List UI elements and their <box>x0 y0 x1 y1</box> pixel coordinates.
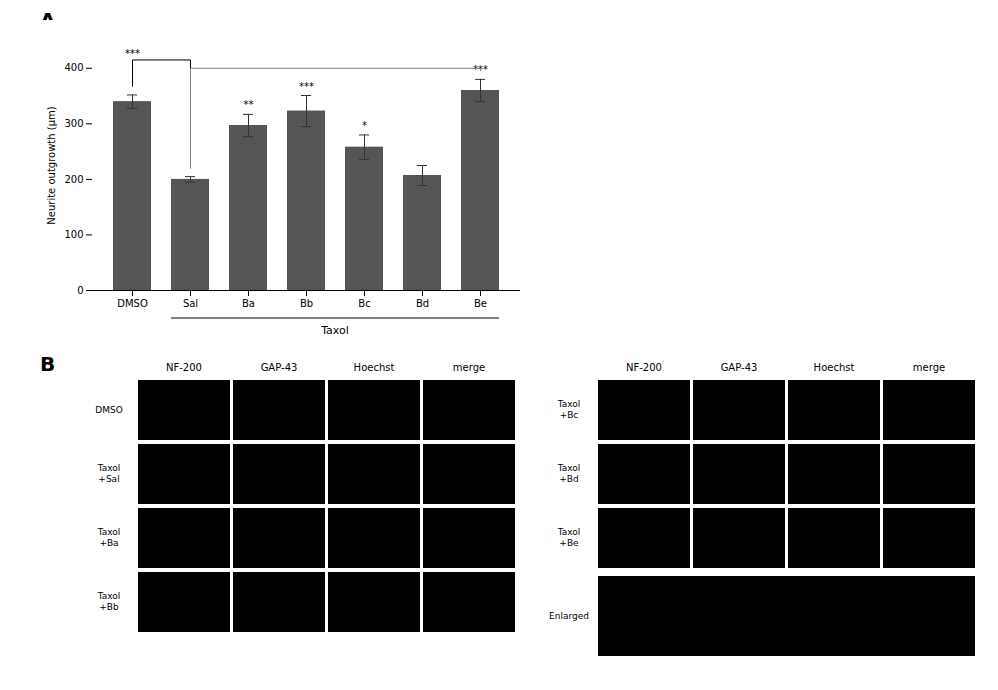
svg-text:Neurite outgrowth (μm): Neurite outgrowth (μm) <box>46 106 57 224</box>
svg-text:100: 100 <box>64 229 83 240</box>
html-text:DMSO: DMSO <box>95 404 123 415</box>
html-text:NF-200: NF-200 <box>166 362 202 373</box>
svg-text:0: 0 <box>77 285 83 296</box>
svg-text:***: *** <box>473 64 488 75</box>
svg-text:Ba: Ba <box>242 298 255 309</box>
html-text:Taxol +Bd: Taxol +Bd <box>557 463 581 484</box>
html-text:Taxol +Bb: Taxol +Bb <box>97 591 121 612</box>
svg-text:Be: Be <box>474 298 487 309</box>
html-text:Hoechst: Hoechst <box>813 362 855 373</box>
html-text:B: B <box>40 352 56 376</box>
html-text:A: A <box>40 8 56 32</box>
svg-text:***: *** <box>125 48 140 59</box>
html-text:Enlarged: Enlarged <box>549 610 589 621</box>
svg-text:Bc: Bc <box>358 298 370 309</box>
html-text:GAP-43: GAP-43 <box>260 362 298 373</box>
svg-text:*: * <box>362 120 367 131</box>
svg-text:300: 300 <box>64 118 83 129</box>
html-text:Hoechst: Hoechst <box>353 362 395 373</box>
html-text:Taxol +Bc: Taxol +Bc <box>557 399 581 420</box>
html-text:merge: merge <box>912 362 946 373</box>
html-text:Taxol +Ba: Taxol +Ba <box>97 527 121 548</box>
html-text:NF-200: NF-200 <box>626 362 662 373</box>
svg-text:200: 200 <box>64 174 83 185</box>
svg-text:DMSO: DMSO <box>117 298 148 309</box>
svg-text:***: *** <box>299 81 314 92</box>
html-text:Taxol +Sal: Taxol +Sal <box>97 463 121 484</box>
html-text:Taxol +Be: Taxol +Be <box>557 527 581 548</box>
svg-text:Taxol: Taxol <box>320 324 349 337</box>
html-text:GAP-43: GAP-43 <box>720 362 758 373</box>
svg-text:Sal: Sal <box>183 298 198 309</box>
html-text:merge: merge <box>452 362 486 373</box>
svg-text:Bb: Bb <box>300 298 313 309</box>
svg-text:400: 400 <box>64 62 83 73</box>
svg-text:**: ** <box>244 99 254 110</box>
svg-text:Bd: Bd <box>416 298 429 309</box>
